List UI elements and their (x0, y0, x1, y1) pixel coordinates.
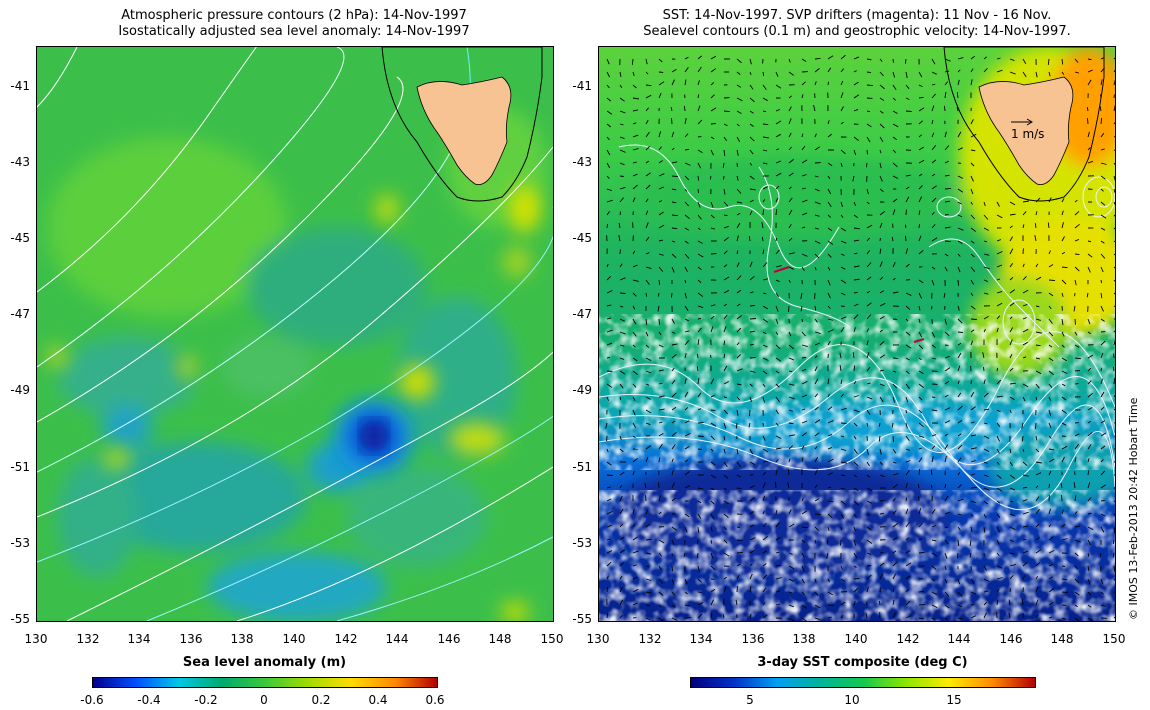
x-tick-label: 138 (230, 632, 254, 646)
colorbar-tick-label: -0.4 (137, 693, 161, 707)
colorbar-tick-label: 0.6 (425, 693, 445, 707)
x-tick-label: 144 (947, 632, 971, 646)
land-tasmania (416, 76, 512, 185)
left-title-line2: Isostatically adjusted sea level anomaly… (118, 24, 470, 39)
right-map-title: SST: 14-Nov-1997. SVP drifters (magenta)… (598, 8, 1116, 40)
sea-level-anomaly-map (36, 46, 554, 622)
y-tick-label: -45 (10, 231, 30, 245)
colorbar-tick-label: 10 (844, 693, 860, 707)
x-tick-label: 142 (334, 632, 358, 646)
colorbar-tick-label: 15 (946, 693, 962, 707)
x-tick-label: 146 (999, 632, 1023, 646)
sealevel-contours (599, 144, 1115, 511)
land-tasmania (978, 76, 1074, 185)
y-tick-label: -45 (572, 231, 592, 245)
x-tick-label: 144 (385, 632, 409, 646)
cloud-mask (599, 327, 1115, 621)
sst-colorbar-title: 3-day SST composite (deg C) (757, 655, 968, 670)
colorbar-tick-label: 0.4 (368, 693, 388, 707)
y-tick-label: -47 (572, 307, 592, 321)
y-tick-label: -51 (572, 460, 592, 474)
y-tick-label: -41 (10, 79, 30, 93)
colorbar-tick-label: -0.2 (194, 693, 218, 707)
y-tick-label: -49 (10, 383, 30, 397)
x-tick-label: 136 (179, 632, 203, 646)
y-tick-label: -47 (10, 307, 30, 321)
credit-text: © IMOS 13-Feb-2013 20:42 Hobart Time (1127, 397, 1140, 620)
colorbar-tick-label: -0.6 (80, 693, 104, 707)
x-tick-label: 146 (437, 632, 461, 646)
x-tick-label: 142 (896, 632, 920, 646)
x-tick-label: 130 (24, 632, 48, 646)
y-tick-label: -51 (10, 460, 30, 474)
x-tick-label: 150 (1102, 632, 1126, 646)
x-tick-label: 140 (282, 632, 306, 646)
drifter-track (913, 338, 925, 343)
y-tick-label: -43 (10, 155, 30, 169)
x-tick-label: 134 (127, 632, 151, 646)
y-tick-label: -43 (572, 155, 592, 169)
sst-colorbar (690, 677, 1036, 688)
y-tick-label: -53 (10, 536, 30, 550)
y-tick-label: -55 (10, 612, 30, 626)
x-tick-label: 132 (76, 632, 100, 646)
y-tick-label: -41 (572, 79, 592, 93)
left-map-title: Atmospheric pressure contours (2 hPa): 1… (35, 8, 553, 40)
drifter-track (773, 266, 790, 273)
sst-map: 1 m/s (598, 46, 1116, 622)
x-tick-label: 140 (844, 632, 868, 646)
x-tick-label: 148 (488, 632, 512, 646)
x-tick-label: 138 (792, 632, 816, 646)
velocity-scale: 1 m/s (1011, 118, 1044, 141)
left-title-line1: Atmospheric pressure contours (2 hPa): 1… (121, 8, 467, 23)
y-tick-label: -55 (572, 612, 592, 626)
x-tick-label: 150 (540, 632, 564, 646)
x-tick-label: 134 (689, 632, 713, 646)
y-tick-label: -49 (572, 383, 592, 397)
x-tick-label: 148 (1050, 632, 1074, 646)
colorbar-tick-label: 0.2 (311, 693, 331, 707)
x-tick-label: 132 (638, 632, 662, 646)
x-tick-label: 130 (586, 632, 610, 646)
y-tick-label: -53 (572, 536, 592, 550)
geostrophic-velocity-vectors (605, 54, 1115, 621)
velocity-scale-label: 1 m/s (1011, 127, 1044, 141)
right-title-line2: Sealevel contours (0.1 m) and geostrophi… (643, 24, 1071, 39)
sla-colorbar-title: Sea level anomaly (m) (182, 655, 347, 670)
sst-map-canvas: 1 m/s (599, 47, 1115, 621)
colorbar-tick-label: 5 (746, 693, 754, 707)
colorbar-tick-label: 0 (260, 693, 268, 707)
right-title-line1: SST: 14-Nov-1997. SVP drifters (magenta)… (662, 8, 1052, 23)
sla-colorbar (92, 677, 438, 688)
sla-map-canvas (37, 47, 553, 621)
x-tick-label: 136 (741, 632, 765, 646)
